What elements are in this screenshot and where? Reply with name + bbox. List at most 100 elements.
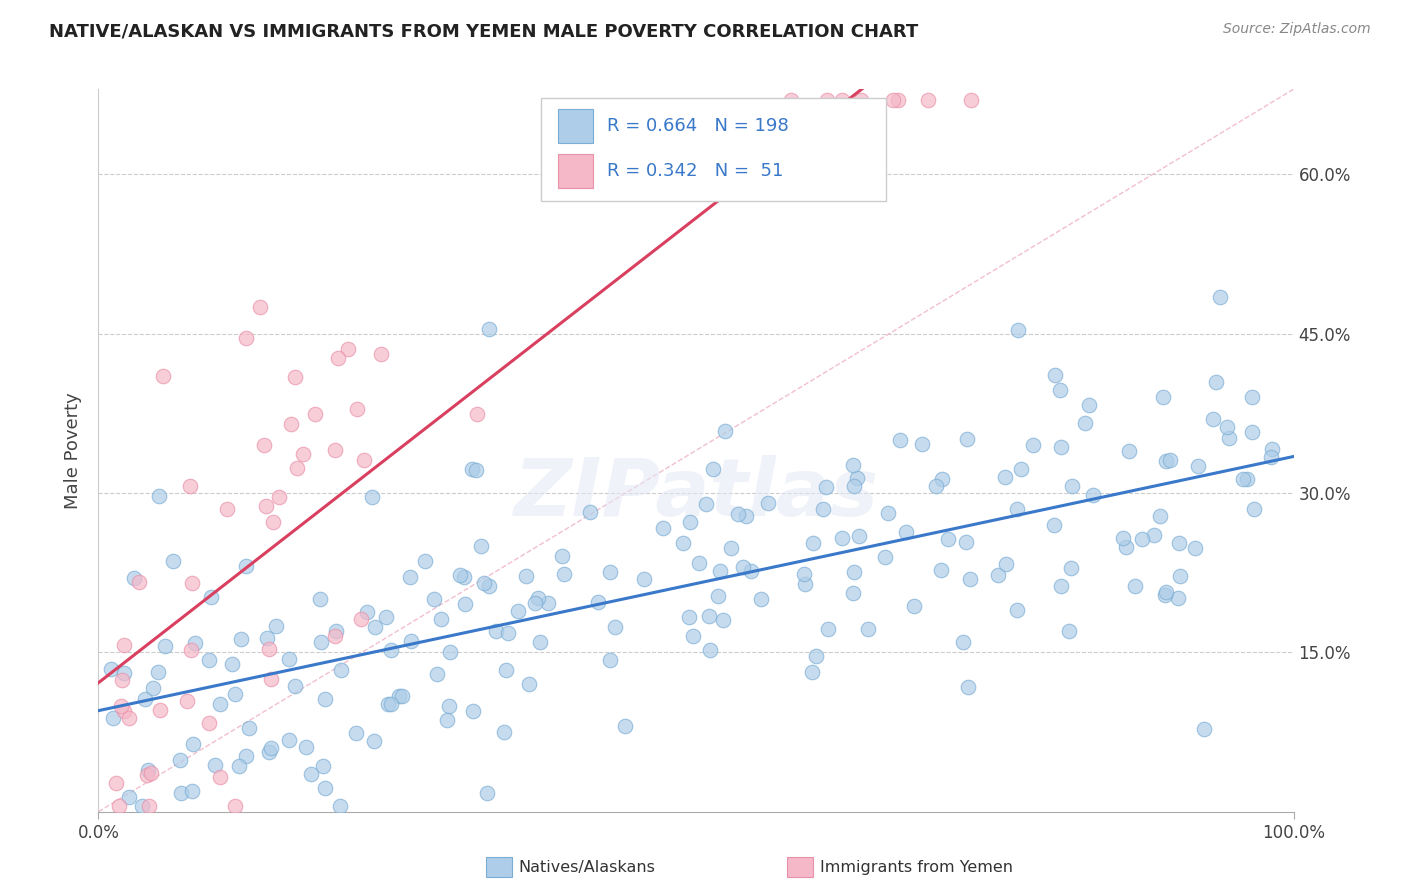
Point: [841, 458, 863, 472]
Text: R = 0.342   N =  51: R = 0.342 N = 51: [607, 162, 783, 180]
Point: [936, 533, 959, 547]
Point: [108, 799, 131, 814]
Point: [136, 764, 159, 778]
Point: [749, 592, 772, 607]
Point: [1042, 517, 1064, 532]
Point: [1194, 723, 1216, 737]
Point: [208, 698, 231, 712]
Point: [599, 653, 621, 667]
Point: [200, 590, 222, 604]
Point: [679, 515, 702, 529]
Point: [987, 568, 1010, 582]
Point: [1187, 459, 1209, 474]
Point: [328, 799, 350, 814]
Point: [1152, 390, 1174, 404]
Point: [1168, 536, 1191, 550]
Point: [374, 609, 396, 624]
Point: [1049, 383, 1071, 397]
Point: [284, 679, 307, 693]
Point: [831, 531, 853, 545]
Point: [391, 689, 413, 703]
Point: [170, 786, 193, 800]
Point: [911, 437, 934, 451]
Point: [436, 713, 458, 727]
Point: [215, 501, 238, 516]
Point: [1243, 502, 1265, 516]
Point: [285, 460, 308, 475]
Point: [149, 703, 172, 717]
Point: [887, 93, 910, 107]
Point: [925, 479, 948, 493]
Point: [1261, 442, 1284, 456]
Point: [139, 766, 162, 780]
Point: [198, 715, 221, 730]
Point: [463, 704, 485, 718]
Point: [470, 539, 492, 553]
Point: [875, 549, 897, 564]
Point: [112, 638, 135, 652]
Point: [735, 509, 758, 524]
Point: [181, 737, 204, 751]
Point: [1062, 479, 1084, 493]
Point: [780, 93, 803, 107]
Point: [731, 560, 754, 574]
Point: [148, 489, 170, 503]
Point: [117, 711, 139, 725]
Point: [308, 591, 330, 606]
Point: [377, 698, 399, 712]
Point: [146, 665, 169, 679]
Point: [711, 613, 734, 627]
Point: [529, 635, 551, 649]
Point: [325, 624, 347, 638]
Point: [111, 673, 134, 688]
Point: [361, 490, 384, 504]
Point: [929, 563, 952, 577]
Point: [579, 505, 602, 519]
Point: [882, 93, 904, 107]
Point: [605, 620, 627, 634]
Point: [356, 605, 378, 619]
Point: [112, 666, 135, 681]
Point: [1153, 588, 1175, 602]
Point: [350, 612, 373, 626]
Point: [135, 768, 157, 782]
Point: [1154, 585, 1177, 599]
Text: Source: ZipAtlas.com: Source: ZipAtlas.com: [1223, 22, 1371, 37]
Y-axis label: Male Poverty: Male Poverty: [65, 392, 83, 508]
Point: [426, 666, 449, 681]
Point: [478, 579, 501, 593]
Point: [269, 490, 291, 504]
Point: [176, 694, 198, 708]
Point: [278, 732, 301, 747]
Point: [465, 407, 488, 421]
Point: [894, 525, 917, 540]
Point: [903, 599, 925, 613]
Point: [688, 557, 710, 571]
Point: [423, 591, 446, 606]
Point: [461, 462, 484, 476]
Point: [515, 569, 537, 583]
Point: [299, 767, 322, 781]
Point: [1236, 472, 1258, 486]
Point: [152, 369, 174, 384]
Point: [364, 620, 387, 634]
Point: [831, 93, 853, 107]
Point: [846, 471, 869, 485]
Point: [437, 698, 460, 713]
Point: [794, 577, 817, 591]
Point: [496, 626, 519, 640]
Point: [678, 610, 700, 624]
Point: [695, 497, 717, 511]
Point: [235, 748, 257, 763]
Point: [257, 641, 280, 656]
Point: [758, 496, 780, 510]
Point: [551, 549, 574, 564]
Point: [1112, 531, 1135, 545]
Point: [956, 680, 979, 694]
Point: [280, 417, 302, 432]
Point: [1240, 390, 1263, 404]
Text: Immigrants from Yemen: Immigrants from Yemen: [820, 860, 1012, 874]
Point: [101, 711, 124, 725]
Point: [181, 784, 204, 798]
Point: [312, 759, 335, 773]
